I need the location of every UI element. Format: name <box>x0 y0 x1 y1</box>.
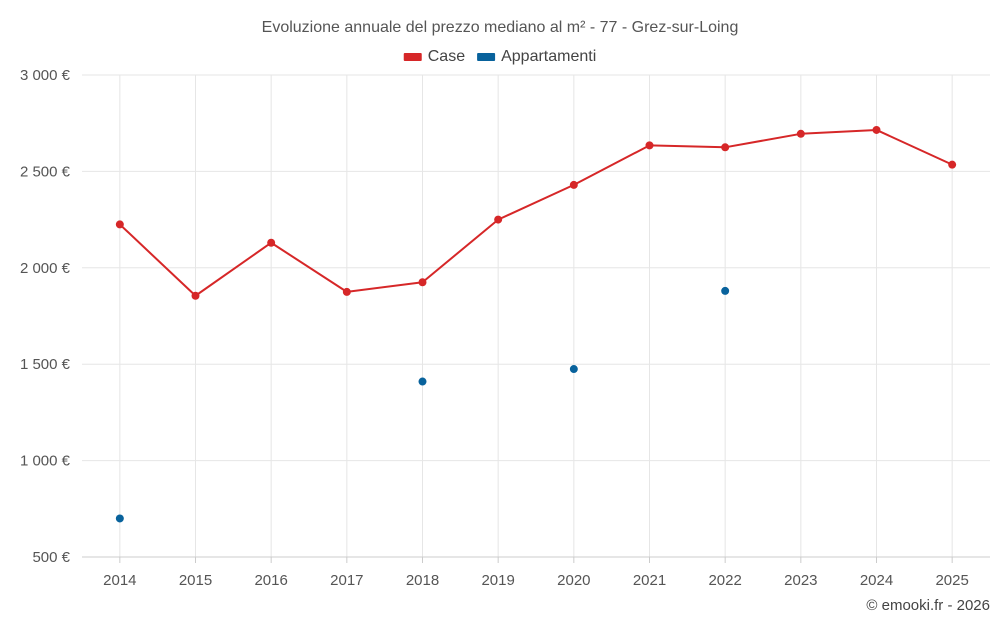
data-point-appartamenti[interactable] <box>569 365 578 374</box>
legend-label: Case <box>428 48 465 65</box>
legend-swatch <box>477 53 496 61</box>
x-tick-label: 2019 <box>481 572 514 589</box>
legend-label: Appartamenti <box>501 48 596 65</box>
legend-item-appartamenti[interactable]: Appartamenti <box>477 48 596 65</box>
x-tick-label: 2025 <box>935 572 968 589</box>
data-point-case[interactable] <box>872 125 881 134</box>
x-tick-label: 2023 <box>784 572 817 589</box>
series-case <box>115 125 957 300</box>
data-point-case[interactable] <box>721 143 730 152</box>
data-point-case[interactable] <box>267 238 276 247</box>
x-tick-label: 2017 <box>330 572 363 589</box>
data-point-case[interactable] <box>569 180 578 189</box>
data-point-case[interactable] <box>645 141 654 150</box>
series <box>115 125 957 523</box>
y-tick-label: 2 000 € <box>20 260 71 277</box>
series-appartamenti <box>115 286 730 523</box>
x-tick-label: 2020 <box>557 572 590 589</box>
y-axis: 500 € 1 000 € 1 500 € 2 000 € 2 500 € 3 000 € <box>20 67 71 566</box>
data-point-case[interactable] <box>418 278 427 287</box>
data-point-case[interactable] <box>191 291 200 300</box>
y-tick-label: 3 000 € <box>20 67 71 84</box>
legend-item-case[interactable]: Case <box>403 48 465 65</box>
y-tick-label: 1 000 € <box>20 453 71 470</box>
x-tick-label: 2016 <box>254 572 287 589</box>
x-tick-label: 2024 <box>860 572 893 589</box>
y-tick-label: 500 € <box>32 549 70 566</box>
x-tick-label: 2015 <box>179 572 212 589</box>
y-tick-label: 1 500 € <box>20 356 71 373</box>
x-axis: 2014 2015 2016 2017 2018 2019 2020 2021 2022 2023… <box>82 556 990 589</box>
legend: Case Appartamenti <box>403 48 596 65</box>
series-line-case <box>119 128 953 297</box>
data-point-appartamenti[interactable] <box>721 286 730 295</box>
data-point-case[interactable] <box>948 160 957 169</box>
data-point-case[interactable] <box>115 220 124 229</box>
x-tick-label: 2018 <box>406 572 439 589</box>
x-tick-label: 2022 <box>708 572 741 589</box>
data-point-appartamenti[interactable] <box>115 514 124 523</box>
data-point-case[interactable] <box>494 215 503 224</box>
y-tick-label: 2 500 € <box>20 163 71 180</box>
grid <box>82 74 990 558</box>
credit-label: © emooki.fr - 2026 <box>866 597 990 614</box>
data-point-appartamenti[interactable] <box>418 377 427 386</box>
data-point-case[interactable] <box>796 129 805 138</box>
data-point-case[interactable] <box>342 287 351 296</box>
legend-swatch <box>403 53 422 61</box>
chart-title: Evoluzione annuale del prezzo mediano al… <box>262 19 739 36</box>
x-tick-label: 2014 <box>103 572 136 589</box>
x-tick-label: 2021 <box>633 572 666 589</box>
